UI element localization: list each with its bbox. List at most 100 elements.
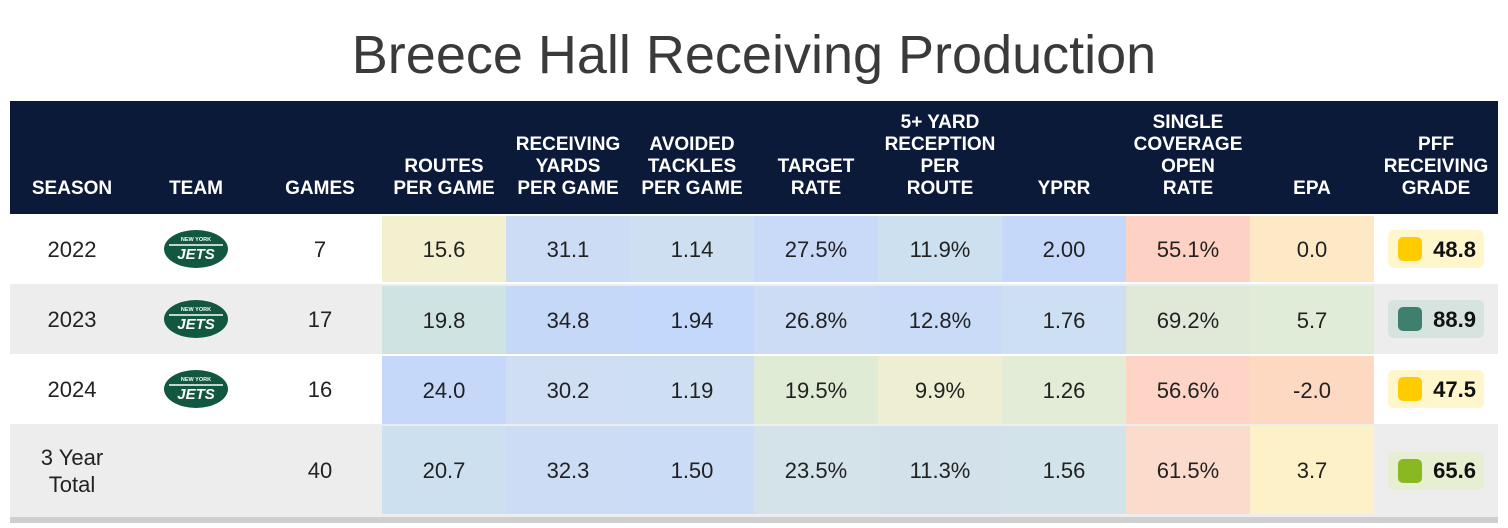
receiving-table: SEASON TEAM GAMES ROUTES PER GAME RECEIVING … xyxy=(10,101,1498,523)
grade-badge: 47.5 xyxy=(1388,370,1484,408)
grade-swatch xyxy=(1398,307,1422,331)
jets-logo-top-text: NEW YORK xyxy=(181,237,211,243)
cell-text-target: 23.5% xyxy=(784,457,848,483)
cell-grade: 47.5 xyxy=(1374,354,1498,424)
grade-badge: 65.6 xyxy=(1388,451,1484,490)
cell-text-yards: 31.1 xyxy=(546,236,590,262)
cell-text-target: 26.8% xyxy=(784,307,848,333)
cell-epa: -2.0 xyxy=(1250,356,1374,425)
cell-yards: 30.2 xyxy=(506,356,630,425)
cell-games: 16 xyxy=(258,354,382,424)
grade-value: 48.8 xyxy=(1433,236,1476,262)
cell-text-avoided: 1.50 xyxy=(670,457,714,483)
table-bottom-border xyxy=(10,517,1498,523)
cell-routes: 15.6 xyxy=(382,216,506,282)
cell-epa: 0.0 xyxy=(1250,216,1374,282)
cell-single: 61.5% xyxy=(1126,426,1250,514)
table-header: SEASON TEAM GAMES ROUTES PER GAME RECEIVING … xyxy=(10,101,1498,214)
table-row: 3 Year Total 40 20.7 32.3 1.50 23.5% 11.3% 1.56… xyxy=(10,424,1498,517)
cell-five_plus: 9.9% xyxy=(878,356,1002,425)
cell-text-games: 7 xyxy=(313,236,327,262)
cell-text-five_plus: 12.8% xyxy=(908,307,972,333)
column-header-single: SINGLE COVERAGE OPEN RATE xyxy=(1133,112,1243,199)
cell-grade: 88.9 xyxy=(1374,284,1498,354)
grade-value: 65.6 xyxy=(1433,458,1476,483)
cell-text-target: 27.5% xyxy=(784,236,848,262)
cell-season: 2024 xyxy=(10,354,134,424)
grade-swatch xyxy=(1398,237,1422,261)
cell-avoided: 1.50 xyxy=(630,426,754,514)
jets-logo-top-text: NEW YORK xyxy=(181,377,211,383)
cell-text-five_plus: 11.9% xyxy=(909,236,971,262)
cell-target: 19.5% xyxy=(754,356,878,425)
cell-text-target: 19.5% xyxy=(784,378,848,403)
cell-yprr: 1.56 xyxy=(1002,426,1126,514)
cell-single: 69.2% xyxy=(1126,286,1250,354)
cell-epa: 5.7 xyxy=(1250,286,1374,354)
cell-text-single: 61.5% xyxy=(1156,457,1220,483)
cell-routes: 19.8 xyxy=(382,286,506,354)
cell-text-season: 2023 xyxy=(47,306,97,332)
cell-text-avoided: 1.19 xyxy=(670,378,714,403)
table-row: 2024 NEW YORK JETS 16 24.0 30.2 1.19 19.5% 9.9% 1… xyxy=(10,354,1498,425)
cell-yards: 31.1 xyxy=(506,216,630,282)
column-header-games: GAMES xyxy=(285,178,355,199)
cell-yards: 32.3 xyxy=(506,426,630,514)
cell-avoided: 1.14 xyxy=(630,216,754,282)
cell-five_plus: 11.9% xyxy=(878,216,1002,282)
column-header-team: TEAM xyxy=(169,178,223,199)
column-header-grade: PFF RECEIVING GRADE xyxy=(1383,134,1489,199)
cell-text-single: 55.1% xyxy=(1156,236,1220,262)
grade-swatch xyxy=(1398,377,1422,401)
cell-team: NEW YORK JETS xyxy=(134,214,258,284)
jets-logo-top-text: NEW YORK xyxy=(181,307,211,313)
jets-logo-icon: NEW YORK JETS xyxy=(164,230,228,268)
cell-text-single: 56.6% xyxy=(1156,378,1220,403)
cell-target: 26.8% xyxy=(754,286,878,354)
cell-text-games: 17 xyxy=(307,306,333,332)
column-header-yprr: YPRR xyxy=(1037,178,1091,199)
cell-text-epa: 0.0 xyxy=(1296,236,1328,262)
cell-text-five_plus: 9.9% xyxy=(914,378,966,403)
cell-text-games: 16 xyxy=(307,376,333,402)
jets-logo-icon: NEW YORK JETS xyxy=(164,300,228,338)
cell-season: 3 Year Total xyxy=(10,424,134,517)
cell-text-yards: 34.8 xyxy=(546,307,590,333)
cell-text-avoided: 1.14 xyxy=(670,236,714,262)
jets-logo-main-text: JETS xyxy=(177,316,215,333)
cell-text-routes: 15.6 xyxy=(422,236,466,262)
cell-text-season: 2024 xyxy=(47,376,97,402)
cell-routes: 20.7 xyxy=(382,426,506,514)
cell-avoided: 1.19 xyxy=(630,356,754,425)
cell-text-epa: 3.7 xyxy=(1296,457,1328,483)
table-row: 2023 NEW YORK JETS 17 19.8 34.8 1.94 26.8% 12.8%… xyxy=(10,284,1498,354)
cell-single: 56.6% xyxy=(1126,356,1250,425)
cell-text-yards: 32.3 xyxy=(546,457,590,483)
cell-text-games: 40 xyxy=(307,458,333,483)
cell-text-yprr: 1.56 xyxy=(1042,457,1086,483)
cell-games: 17 xyxy=(258,284,382,354)
grade-value: 88.9 xyxy=(1433,306,1476,332)
column-header-target: TARGET RATE xyxy=(777,156,855,199)
grade-badge: 48.8 xyxy=(1388,230,1484,268)
cell-five_plus: 12.8% xyxy=(878,286,1002,354)
cell-yprr: 2.00 xyxy=(1002,216,1126,282)
jets-logo-main-text: JETS xyxy=(177,386,215,403)
cell-text-routes: 24.0 xyxy=(422,378,466,403)
cell-routes: 24.0 xyxy=(382,356,506,425)
column-header-avoided: AVOIDED TACKLES PER GAME xyxy=(641,134,743,199)
cell-games: 40 xyxy=(258,424,382,517)
cell-yprr: 1.76 xyxy=(1002,286,1126,354)
cell-team: NEW YORK JETS xyxy=(134,284,258,354)
grade-value: 47.5 xyxy=(1433,376,1476,402)
cell-text-five_plus: 11.3% xyxy=(909,457,971,483)
cell-season: 2023 xyxy=(10,284,134,354)
cell-yards: 34.8 xyxy=(506,286,630,354)
cell-team: NEW YORK JETS xyxy=(134,354,258,424)
cell-epa: 3.7 xyxy=(1250,426,1374,514)
cell-team xyxy=(134,424,258,517)
grade-swatch xyxy=(1398,458,1422,483)
cell-text-epa: -2.0 xyxy=(1293,378,1331,403)
jets-logo-icon: NEW YORK JETS xyxy=(164,370,228,408)
cell-grade: 65.6 xyxy=(1374,424,1498,517)
